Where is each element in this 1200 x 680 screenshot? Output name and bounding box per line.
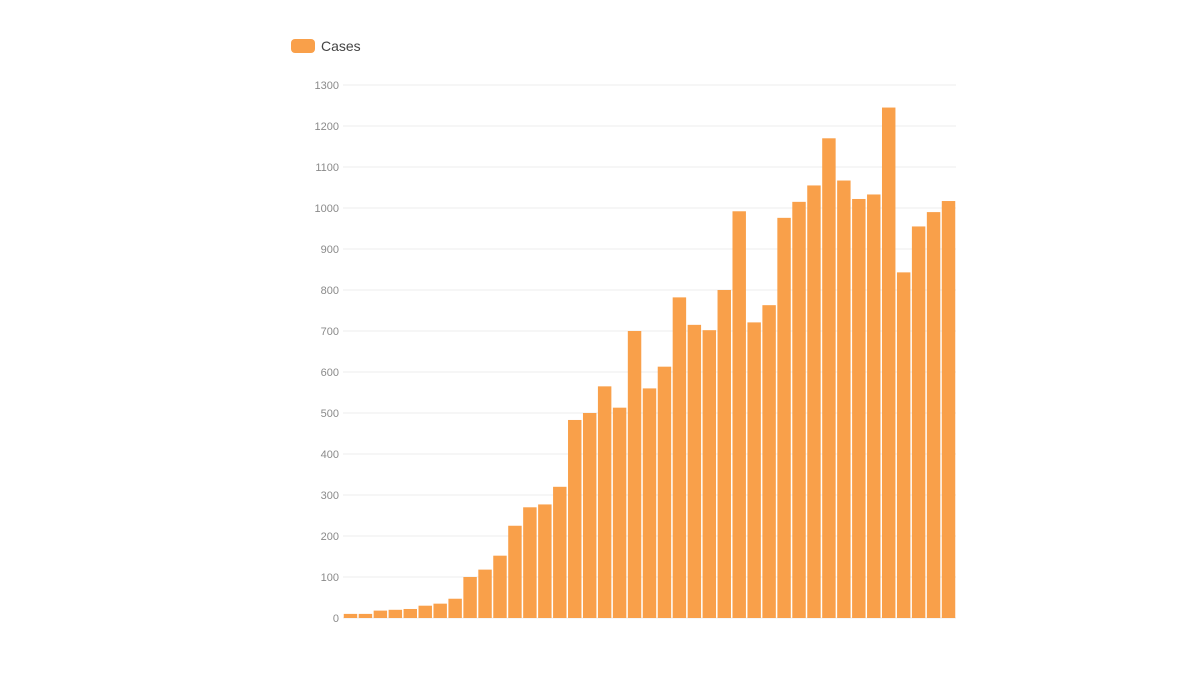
bar[interactable] (896, 272, 911, 618)
bar[interactable] (687, 324, 702, 618)
bar[interactable] (642, 388, 657, 618)
y-tick-label: 900 (321, 244, 339, 256)
bar[interactable] (762, 305, 776, 618)
bar[interactable] (926, 212, 941, 618)
y-tick-label: 1000 (315, 203, 339, 215)
y-tick-label: 700 (321, 326, 339, 338)
bar[interactable] (582, 413, 597, 618)
y-tick-label: 0 (333, 613, 339, 625)
legend-swatch (291, 39, 315, 53)
bar[interactable] (777, 217, 791, 618)
bar[interactable] (747, 322, 761, 618)
y-tick-label: 1300 (315, 80, 339, 92)
y-tick-label: 1200 (315, 121, 339, 133)
bar[interactable] (493, 555, 507, 618)
bar[interactable] (657, 366, 672, 618)
y-tick-label: 400 (321, 449, 339, 461)
bar[interactable] (508, 525, 522, 618)
bar[interactable] (538, 504, 552, 618)
bar[interactable] (792, 201, 806, 618)
bar[interactable] (418, 605, 432, 618)
bar[interactable] (597, 386, 612, 618)
bar[interactable] (867, 194, 881, 618)
bar[interactable] (822, 138, 836, 619)
bars (343, 107, 956, 619)
bar[interactable] (568, 419, 582, 618)
y-tick-label: 200 (321, 531, 339, 543)
bar[interactable] (433, 603, 447, 618)
bar[interactable] (553, 486, 567, 618)
legend[interactable]: Cases (291, 38, 361, 54)
bar[interactable] (612, 407, 627, 618)
bar[interactable] (881, 107, 896, 619)
bar[interactable] (358, 613, 373, 618)
legend-label: Cases (321, 38, 361, 54)
bar[interactable] (403, 608, 417, 618)
bar[interactable] (523, 507, 537, 618)
bar[interactable] (478, 569, 492, 618)
bar[interactable] (373, 610, 388, 618)
bar[interactable] (852, 198, 866, 619)
y-tick-label: 100 (321, 572, 339, 584)
bar[interactable] (732, 211, 746, 618)
y-tick-label: 1100 (315, 162, 339, 174)
y-tick-label: 800 (321, 285, 339, 297)
bar[interactable] (343, 613, 358, 618)
bar[interactable] (717, 290, 731, 618)
bar[interactable] (448, 598, 462, 618)
y-tick-label: 600 (321, 367, 339, 379)
bar[interactable] (463, 577, 477, 618)
bar[interactable] (627, 331, 642, 618)
bar[interactable] (837, 180, 851, 618)
bar[interactable] (388, 609, 403, 618)
y-axis-ticks: 0 100 200 300 400 500 600 700 800 900 1000 1100 1200… (315, 80, 339, 625)
bar[interactable] (941, 201, 956, 618)
bar[interactable] (672, 297, 687, 618)
bar[interactable] (807, 185, 821, 618)
y-tick-label: 300 (321, 490, 339, 502)
bar[interactable] (911, 226, 926, 618)
bar[interactable] (702, 330, 717, 618)
y-tick-label: 500 (321, 408, 339, 420)
